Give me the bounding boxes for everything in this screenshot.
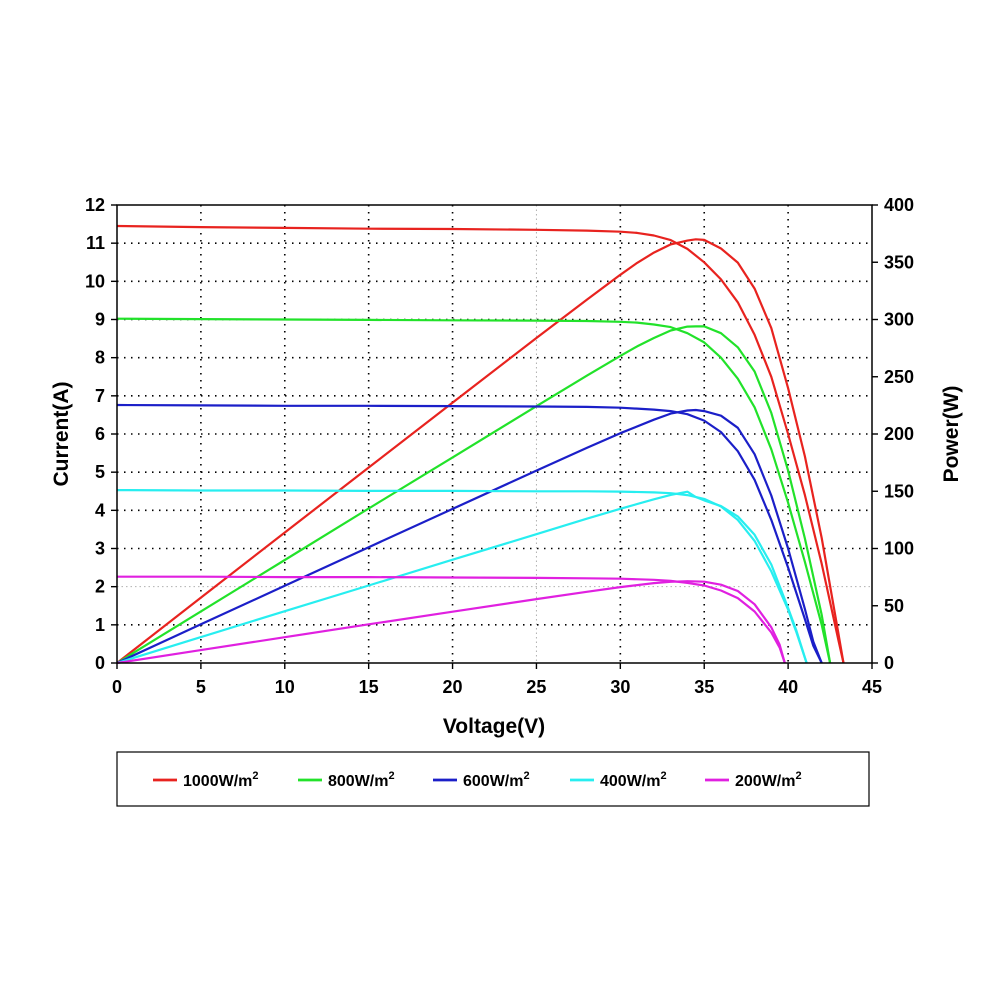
data-curves xyxy=(116,224,845,665)
x-tick-label: 40 xyxy=(778,677,798,697)
legend-label-1: 800W/m2 xyxy=(328,770,395,790)
iv-curve-0 xyxy=(116,224,845,664)
iv-curve-4 xyxy=(117,575,786,664)
right-tick-label: 100 xyxy=(884,539,914,559)
left-tick-label: 1 xyxy=(95,615,105,635)
left-tick-label: 12 xyxy=(85,195,105,215)
left-tick-label: 0 xyxy=(95,653,105,673)
legend-label-2: 600W/m2 xyxy=(463,770,530,790)
left-tick-label: 3 xyxy=(95,539,105,559)
legend: 1000W/m2 800W/m2 600W/m2 400W/m2 200W/m2 xyxy=(153,770,802,790)
x-tick-label: 0 xyxy=(112,677,122,697)
pv-curve-2 xyxy=(116,408,823,664)
x-tick-label: 10 xyxy=(275,677,295,697)
x-tick-label: 30 xyxy=(610,677,630,697)
left-tick-label: 5 xyxy=(95,462,105,482)
right-tick-label: 150 xyxy=(884,481,914,501)
right-tick-label: 0 xyxy=(884,653,894,673)
left-tick-label: 10 xyxy=(85,271,105,291)
left-tick-label: 2 xyxy=(95,577,105,597)
pv-curve-3 xyxy=(116,490,808,665)
x-tick-label: 20 xyxy=(443,677,463,697)
right-tick-label: 350 xyxy=(884,252,914,272)
x-tick-label: 35 xyxy=(694,677,714,697)
right-tick-label: 250 xyxy=(884,367,914,387)
right-tick-label: 50 xyxy=(884,596,904,616)
left-axis-title: Current(A) xyxy=(50,382,73,487)
pv-curve-1 xyxy=(116,325,832,664)
pv-curve-0 xyxy=(116,238,845,664)
right-tick-label: 300 xyxy=(884,310,914,330)
left-tick-label: 4 xyxy=(95,500,105,520)
left-tick-label: 9 xyxy=(95,310,105,330)
legend-label-3: 400W/m2 xyxy=(600,770,667,790)
x-axis-ticks: 0 5 10 15 20 25 30 35 40 45 xyxy=(112,663,882,697)
pv-curve-4 xyxy=(116,580,786,665)
left-tick-label: 7 xyxy=(95,386,105,406)
left-tick-label: 6 xyxy=(95,424,105,444)
legend-label-0: 1000W/m2 xyxy=(183,770,259,790)
left-tick-label: 11 xyxy=(86,233,105,253)
right-axis-title: Power(W) xyxy=(940,386,963,483)
x-tick-label: 5 xyxy=(196,677,206,697)
x-tick-label: 25 xyxy=(526,677,546,697)
x-tick-label: 45 xyxy=(862,677,882,697)
x-axis-title: Voltage(V) xyxy=(443,715,545,738)
x-tick-label: 15 xyxy=(359,677,379,697)
iv-curve-1 xyxy=(116,317,832,664)
right-axis-ticks: 0 50 100 150 200 250 300 350 400 xyxy=(872,195,914,673)
right-tick-label: 400 xyxy=(884,195,914,215)
right-tick-label: 200 xyxy=(884,424,914,444)
left-tick-label: 8 xyxy=(95,348,105,368)
iv-curve-3 xyxy=(116,489,808,664)
legend-box xyxy=(116,751,870,807)
legend-label-4: 200W/m2 xyxy=(735,770,802,790)
